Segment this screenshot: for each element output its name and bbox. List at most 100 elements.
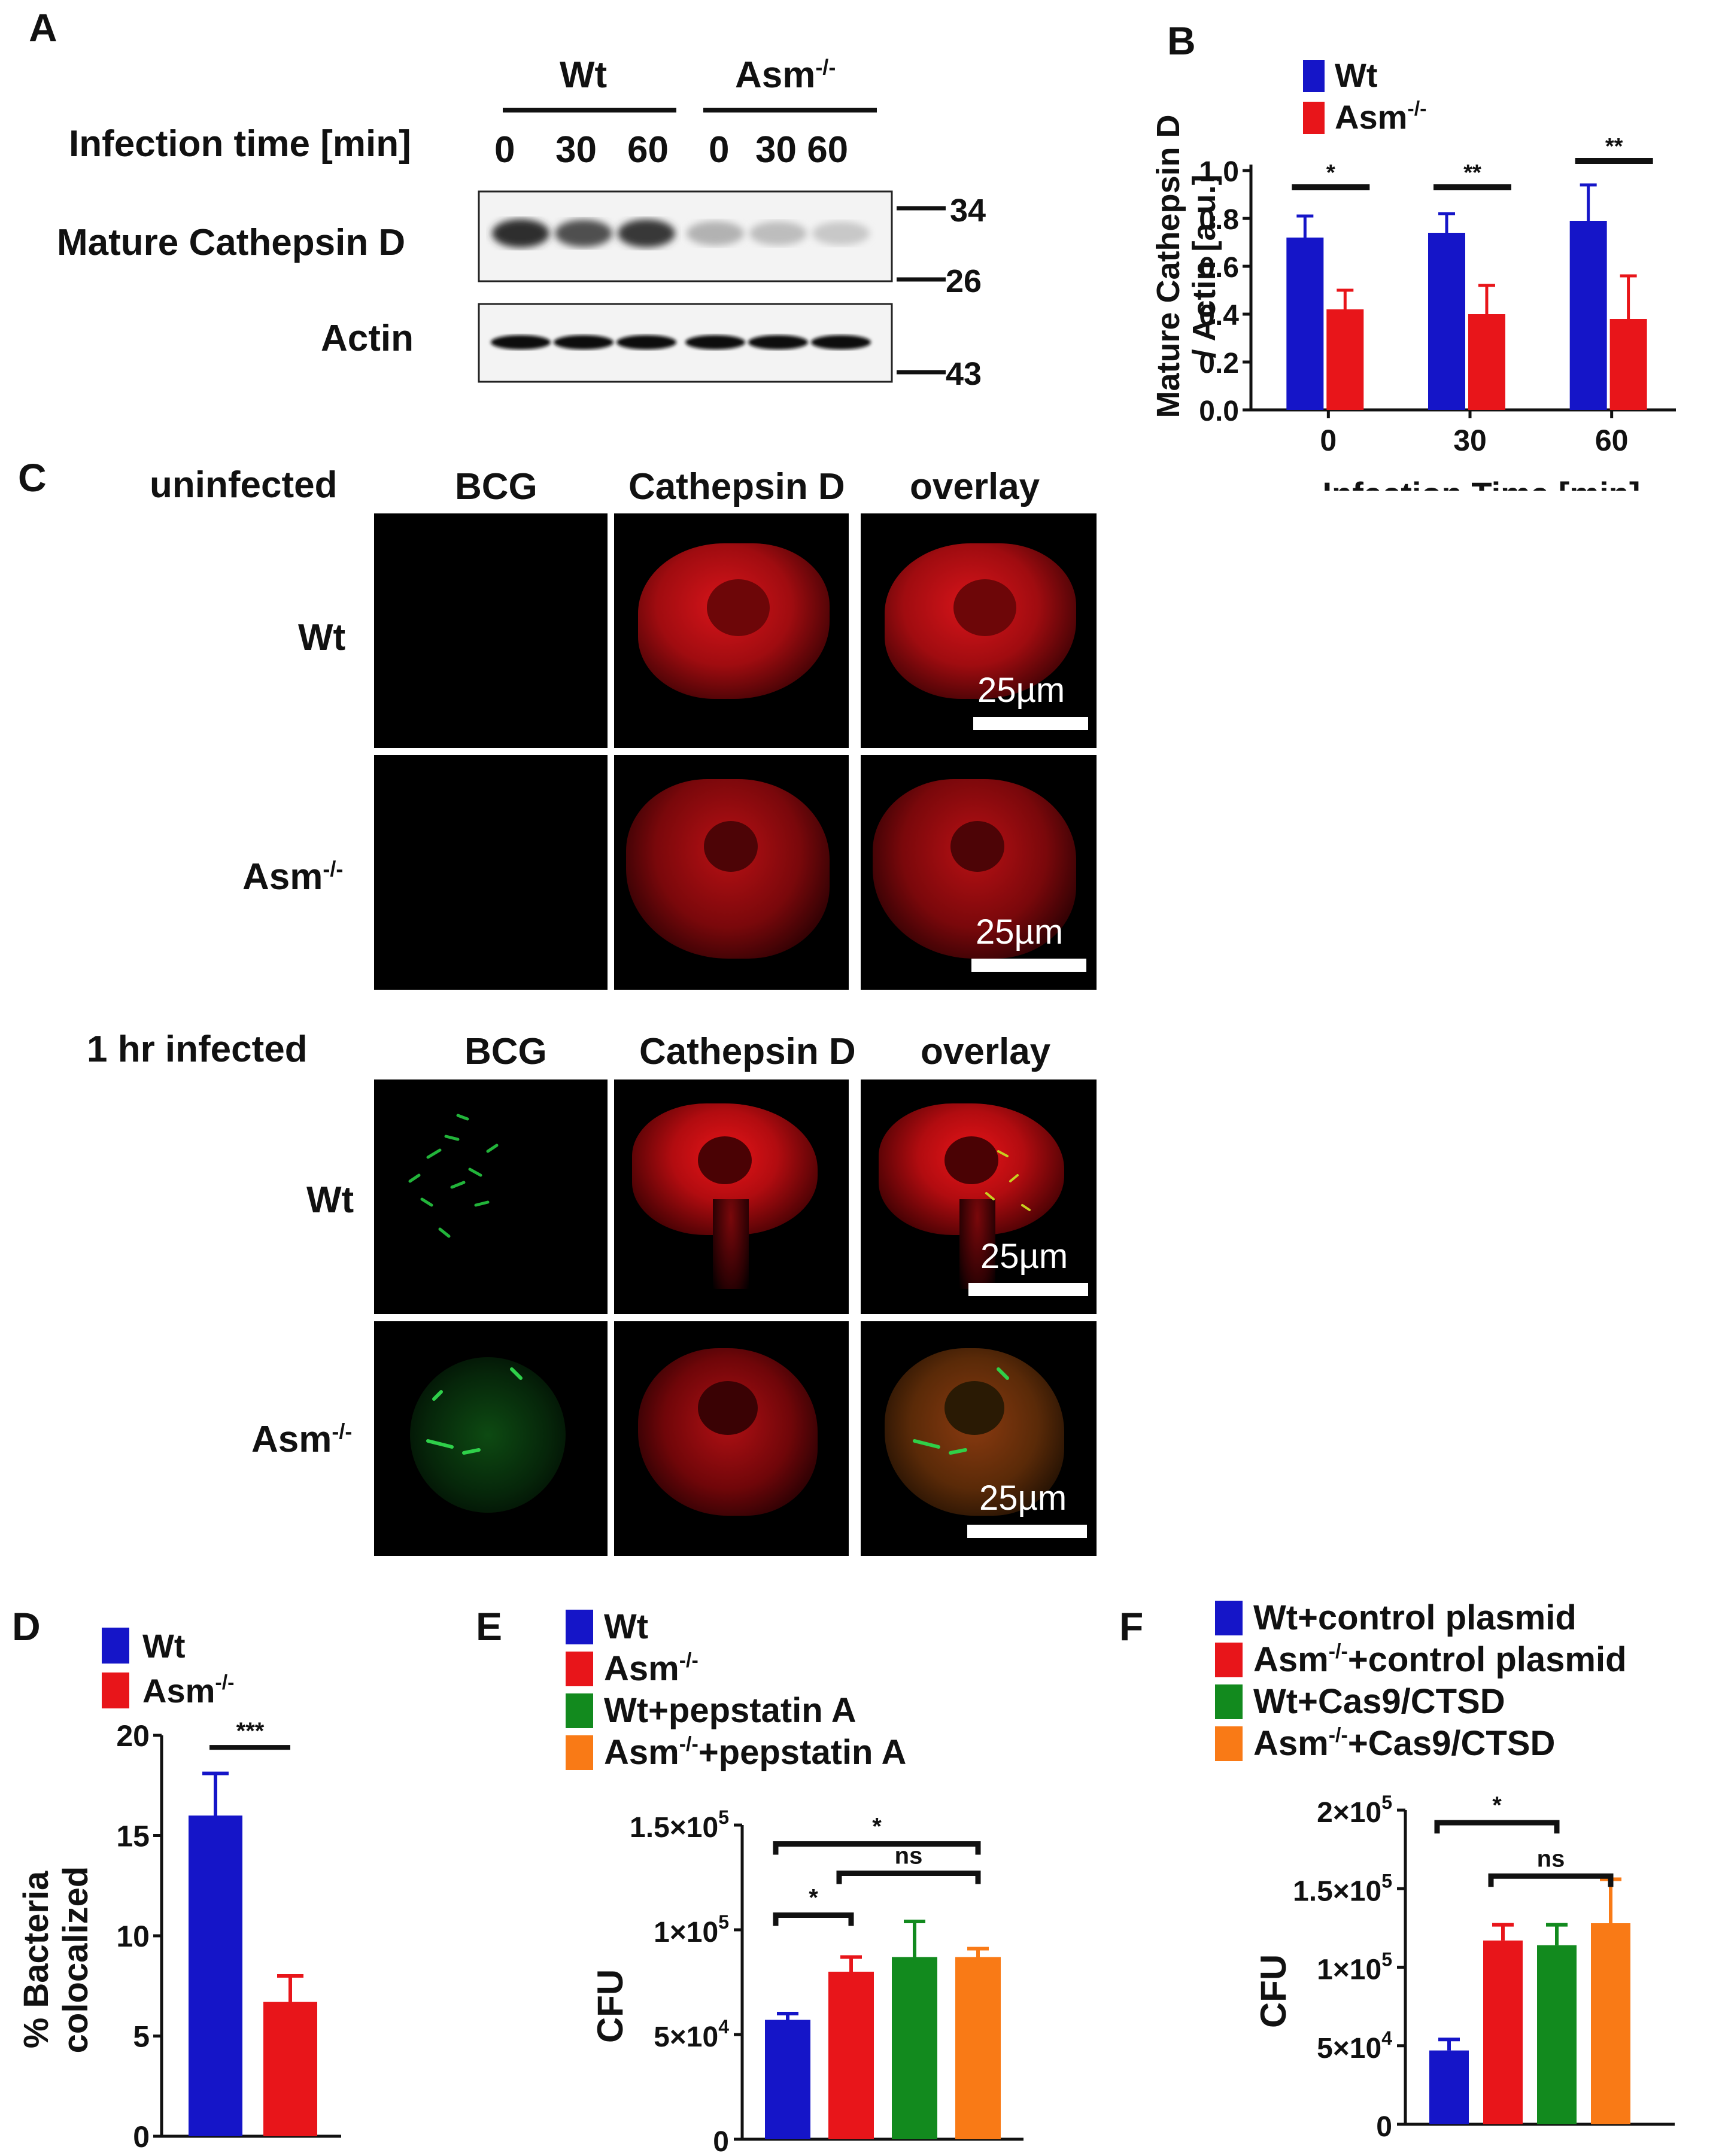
panel-letter-c: C: [18, 455, 47, 500]
marker-43: 43: [946, 356, 982, 392]
bar-asm-30: [1468, 314, 1505, 410]
y-tick-label: 0.6: [1199, 252, 1239, 284]
legend-label-1: Asm-/-+control plasmid: [1253, 1640, 1627, 1679]
group-label-wt: Wt: [560, 54, 608, 96]
cathepsin-band: [492, 219, 549, 248]
panel-letter-f: F: [1119, 1604, 1144, 1649]
legend-swatch-0: [1215, 1601, 1243, 1635]
actin-band: [554, 335, 614, 349]
y-axis-label: Mature Cathepsin D: [1150, 114, 1186, 418]
time-label-1: 30: [555, 129, 597, 171]
scale-label-1: 25µm: [977, 671, 1065, 710]
row-label-wt-1: Wt: [298, 617, 346, 658]
y-tick-label: 20: [116, 1719, 150, 1753]
actin-band: [748, 335, 808, 349]
panel-letter-e: E: [476, 1604, 503, 1649]
significance-marker: **: [1463, 160, 1481, 186]
significance-marker: *: [872, 1814, 882, 1840]
significance-marker: ns: [895, 1843, 923, 1869]
scale-bar-4: [967, 1525, 1087, 1538]
legend-swatch-2: [566, 1693, 593, 1728]
col-header-bcg-2: BCG: [464, 1031, 547, 1072]
y-axis-label: CFU: [1253, 1954, 1293, 2028]
scale-label-3: 25µm: [980, 1237, 1068, 1276]
row-label-cathepsin: Mature Cathepsin D: [57, 222, 406, 263]
y-tick-label: 0: [1376, 2111, 1392, 2143]
image-uninfected-wt-overlay: 25µm: [861, 513, 1097, 748]
infection-time-label: Infection time [min]: [69, 123, 411, 165]
bar-0: [1429, 2050, 1469, 2124]
significance-marker: *: [1492, 1792, 1502, 1819]
marker-34: 34: [950, 193, 986, 229]
legend-label-2: Wt+Cas9/CTSD: [1253, 1682, 1505, 1721]
image-infected-asm-bcg: [374, 1321, 608, 1556]
image-uninfected-wt-cathepsin: [614, 513, 849, 748]
cathepsin-band: [687, 221, 744, 246]
x-axis-label: Infection Time [min]: [1323, 475, 1641, 491]
bar-3: [1591, 1923, 1630, 2124]
bar-3: [955, 1957, 1001, 2139]
y-tick-label: 5×104: [654, 2016, 729, 2053]
legend-label-0: Wt: [142, 1627, 186, 1665]
y-tick-label: 1.5×105: [1293, 1870, 1392, 1907]
group-line-asm: [703, 108, 877, 112]
bar-0: [189, 1816, 242, 2136]
legend-label-1: Asm-/-: [142, 1671, 234, 1710]
scale-label-4: 25µm: [979, 1479, 1067, 1518]
bar-0: [765, 2020, 810, 2139]
col-header-cathepsin-2: Cathepsin D: [639, 1031, 856, 1072]
cathepsin-band: [812, 221, 870, 245]
row-label-asm-1: Asm-/-: [242, 856, 344, 898]
actin-band: [811, 335, 871, 349]
col-header-cathepsin-1: Cathepsin D: [628, 466, 845, 507]
y-tick-label: 1.5×105: [630, 1807, 729, 1844]
legend-label-0: Wt+control plasmid: [1253, 1598, 1577, 1637]
image-uninfected-asm-bcg: [374, 755, 608, 990]
y-tick-label: 1.0: [1199, 156, 1239, 188]
section-title-uninfected: uninfected: [150, 464, 338, 506]
legend-swatch-1: [102, 1673, 129, 1708]
y-tick-label: 1×105: [654, 1911, 729, 1948]
y-tick-label: 15: [116, 1820, 150, 1853]
row-label-asm-2: Asm-/-: [251, 1419, 353, 1460]
significance-marker: ***: [236, 1718, 265, 1744]
scale-bar-1: [973, 717, 1088, 730]
cathepsin-band: [618, 219, 675, 248]
actin-band: [685, 335, 745, 349]
y-tick-label: 5×104: [1317, 2027, 1392, 2064]
col-header-overlay-1: overlay: [910, 466, 1040, 507]
image-uninfected-wt-bcg: [374, 513, 608, 748]
legend-label-3: Asm-/-+pepstatin A: [604, 1733, 906, 1772]
cathepsin-band: [749, 221, 807, 245]
bar-asm-0: [1326, 309, 1364, 410]
image-infected-wt-overlay: 25µm: [861, 1079, 1097, 1314]
y-axis-label: / Actin [a.u.]: [1186, 175, 1222, 358]
time-label-4: 30 60: [755, 129, 849, 171]
scale-bar-2: [971, 959, 1086, 972]
row-label-actin: Actin: [321, 318, 414, 359]
significance-line: [773, 1912, 854, 1926]
group-label-asm: Asm-/-: [735, 54, 836, 96]
legend-label-0: Wt: [604, 1607, 648, 1646]
legend-swatch-1: [1215, 1643, 1243, 1677]
y-tick-label: 0.8: [1199, 204, 1239, 236]
legend-swatch-2: [1215, 1684, 1243, 1719]
significance-line: [836, 1871, 981, 1884]
y-tick-label: 0.2: [1199, 348, 1239, 379]
actin-band: [616, 335, 676, 349]
bar-2: [1537, 1945, 1577, 2124]
y-tick-label: 0: [713, 2126, 729, 2156]
image-infected-wt-cathepsin: [614, 1079, 849, 1314]
legend-swatch-0: [102, 1628, 129, 1664]
legend-swatch-0: [1303, 60, 1325, 92]
time-label-3: 0: [709, 129, 730, 171]
legend-label-1: Asm-/-: [1335, 98, 1426, 136]
bar-1: [1483, 1940, 1523, 2124]
scale-bar-3: [968, 1283, 1088, 1296]
x-tick-label: 0: [1320, 424, 1337, 457]
bar-wt-30: [1428, 233, 1465, 410]
image-infected-asm-overlay: 25µm: [861, 1321, 1097, 1556]
group-line-wt: [503, 108, 676, 112]
chart-d: Wt Asm-/- 0 5 10 15 20 % Bacteria colocalized ***: [17, 1627, 341, 2154]
